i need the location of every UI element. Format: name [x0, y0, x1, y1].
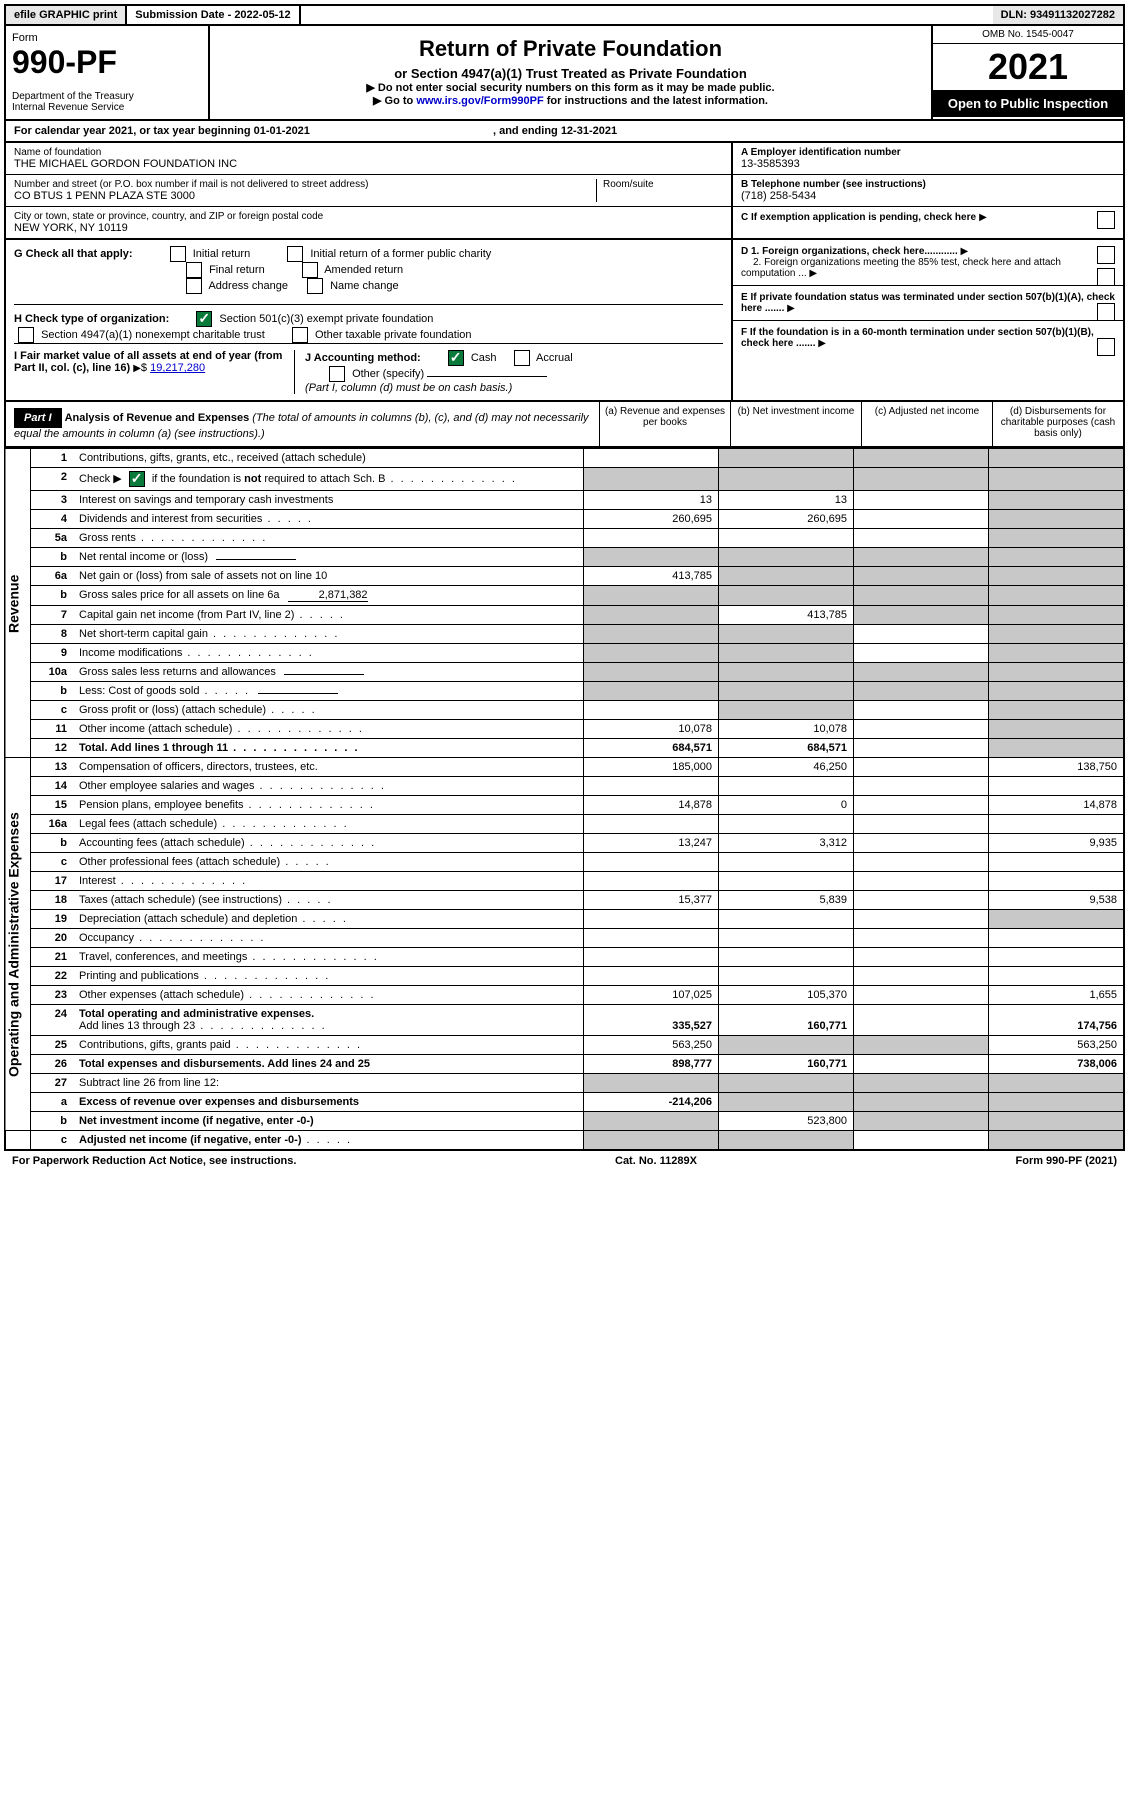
arrow-icon: [133, 362, 141, 374]
main-table: Revenue 1Contributions, gifts, grants, e…: [4, 448, 1125, 1151]
expenses-side-label: Operating and Administrative Expenses: [5, 758, 31, 1131]
accrual-checkbox[interactable]: [514, 350, 530, 366]
d2-label: 2. Foreign organizations meeting the 85%…: [741, 257, 1061, 279]
foundation-name-label: Name of foundation: [14, 147, 723, 158]
phone-label: B Telephone number (see instructions): [741, 179, 1115, 190]
c-label: C If exemption application is pending, c…: [741, 212, 976, 223]
final-return-checkbox[interactable]: [186, 262, 202, 278]
address: CO BTUS 1 PENN PLAZA STE 3000: [14, 190, 596, 202]
form-number: 990-PF: [12, 44, 202, 81]
efile-label[interactable]: efile GRAPHIC print: [6, 6, 127, 24]
col-b-header: (b) Net investment income: [730, 402, 861, 446]
form-header: Form 990-PF Department of the Treasury I…: [4, 26, 1125, 121]
open-public: Open to Public Inspection: [933, 90, 1123, 117]
revenue-side-label: Revenue: [5, 449, 31, 758]
form-footer: Form 990-PF (2021): [1016, 1155, 1117, 1167]
e-label: E If private foundation status was termi…: [741, 292, 1115, 314]
col-a-header: (a) Revenue and expenses per books: [599, 402, 730, 446]
amended-checkbox[interactable]: [302, 262, 318, 278]
submission-date: Submission Date - 2022-05-12: [127, 6, 300, 24]
initial-return-checkbox[interactable]: [170, 246, 186, 262]
j-note: (Part I, column (d) must be on cash basi…: [305, 382, 512, 394]
d2-checkbox[interactable]: [1097, 268, 1115, 286]
i-label: I Fair market value of all assets at end…: [14, 350, 282, 374]
city: NEW YORK, NY 10119: [14, 222, 723, 234]
ein: 13-3585393: [741, 158, 1115, 170]
paperwork-notice: For Paperwork Reduction Act Notice, see …: [12, 1155, 296, 1167]
note-url: ▶ Go to www.irs.gov/Form990PF for instru…: [216, 94, 925, 107]
address-label: Number and street (or P.O. box number if…: [14, 179, 596, 190]
d1-label: D 1. Foreign organizations, check here..…: [741, 246, 958, 257]
dept-label: Department of the Treasury Internal Reve…: [12, 91, 202, 113]
col-c-header: (c) Adjusted net income: [861, 402, 992, 446]
checkbox-section: G Check all that apply: Initial return I…: [4, 240, 1125, 402]
part1-label: Part I: [14, 408, 62, 428]
city-label: City or town, state or province, country…: [14, 211, 723, 222]
name-change-checkbox[interactable]: [307, 278, 323, 294]
col-d-header: (d) Disbursements for charitable purpose…: [992, 402, 1123, 446]
arrow-icon: [787, 303, 795, 314]
note-ssn: ▶ Do not enter social security numbers o…: [216, 81, 925, 94]
arrow-icon: [961, 246, 969, 257]
footer: For Paperwork Reduction Act Notice, see …: [4, 1151, 1125, 1171]
foundation-name: THE MICHAEL GORDON FOUNDATION INC: [14, 158, 723, 170]
j-label: J Accounting method:: [305, 352, 421, 364]
room-label: Room/suite: [603, 179, 723, 190]
arrow-icon: [809, 268, 817, 279]
part1-title: Analysis of Revenue and Expenses: [65, 412, 250, 424]
h-label: H Check type of organization:: [14, 313, 169, 325]
form-label: Form: [12, 32, 202, 44]
f-checkbox[interactable]: [1097, 338, 1115, 356]
cash-checkbox[interactable]: [448, 350, 464, 366]
4947-checkbox[interactable]: [18, 327, 34, 343]
initial-public-checkbox[interactable]: [287, 246, 303, 262]
part1-header: Part I Analysis of Revenue and Expenses …: [4, 402, 1125, 448]
other-method-checkbox[interactable]: [329, 366, 345, 382]
phone: (718) 258-5434: [741, 190, 1115, 202]
arrow-icon: [818, 338, 826, 349]
ein-label: A Employer identification number: [741, 147, 1115, 158]
tax-year: 2021: [933, 44, 1123, 90]
irs-link[interactable]: www.irs.gov/Form990PF: [416, 95, 543, 107]
top-bar: efile GRAPHIC print Submission Date - 20…: [4, 4, 1125, 26]
address-change-checkbox[interactable]: [186, 278, 202, 294]
g-label: G Check all that apply:: [14, 248, 133, 260]
fmv-link[interactable]: 19,217,280: [150, 362, 205, 374]
dln: DLN: 93491132027282: [993, 6, 1123, 24]
schb-checkbox[interactable]: [129, 471, 145, 487]
form-subtitle: or Section 4947(a)(1) Trust Treated as P…: [216, 66, 925, 81]
f-label: F If the foundation is in a 60-month ter…: [741, 327, 1094, 349]
cat-number: Cat. No. 11289X: [615, 1155, 697, 1167]
e-checkbox[interactable]: [1097, 303, 1115, 321]
entity-info: Name of foundation THE MICHAEL GORDON FO…: [4, 143, 1125, 240]
omb-number: OMB No. 1545-0047: [933, 26, 1123, 44]
501c3-checkbox[interactable]: [196, 311, 212, 327]
calendar-year-row: For calendar year 2021, or tax year begi…: [4, 121, 1125, 143]
other-taxable-checkbox[interactable]: [292, 327, 308, 343]
c-checkbox[interactable]: [1097, 211, 1115, 229]
form-title: Return of Private Foundation: [216, 36, 925, 62]
d1-checkbox[interactable]: [1097, 246, 1115, 264]
arrow-icon: [979, 211, 987, 223]
